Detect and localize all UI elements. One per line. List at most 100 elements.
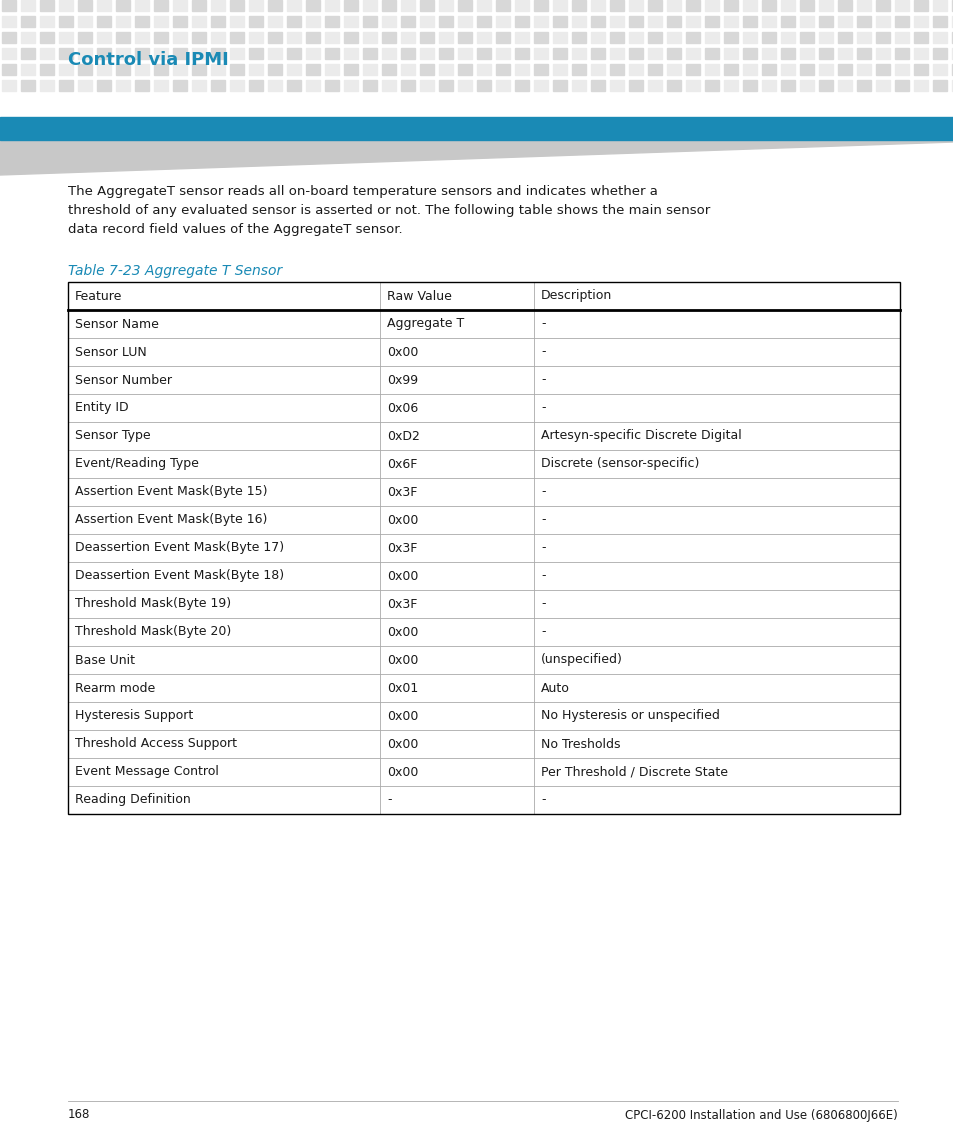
Bar bbox=[2, 48, 16, 60]
Bar bbox=[628, 0, 642, 11]
Text: threshold of any evaluated sensor is asserted or not. The following table shows : threshold of any evaluated sensor is ass… bbox=[68, 204, 709, 218]
Bar bbox=[800, 16, 813, 27]
Bar bbox=[913, 64, 927, 76]
Bar bbox=[761, 16, 775, 27]
Bar bbox=[211, 48, 225, 60]
Bar bbox=[172, 64, 187, 76]
Bar bbox=[704, 80, 719, 90]
Bar bbox=[2, 0, 16, 11]
Bar bbox=[913, 16, 927, 27]
Bar bbox=[742, 80, 757, 90]
Text: Reading Definition: Reading Definition bbox=[75, 793, 191, 806]
Bar bbox=[781, 0, 794, 11]
Bar bbox=[932, 64, 946, 76]
Text: 0x06: 0x06 bbox=[387, 402, 417, 414]
Text: 0x3F: 0x3F bbox=[387, 598, 416, 610]
Bar bbox=[742, 48, 757, 60]
Bar bbox=[476, 16, 491, 27]
Bar bbox=[400, 64, 415, 76]
Bar bbox=[0, 117, 953, 140]
Bar bbox=[496, 32, 510, 44]
Bar bbox=[363, 32, 376, 44]
Bar bbox=[135, 48, 149, 60]
Bar bbox=[723, 48, 738, 60]
Text: Hysteresis Support: Hysteresis Support bbox=[75, 710, 193, 722]
Text: Threshold Mask(Byte 20): Threshold Mask(Byte 20) bbox=[75, 625, 231, 639]
Text: Threshold Access Support: Threshold Access Support bbox=[75, 737, 236, 750]
Bar bbox=[951, 32, 953, 44]
Bar bbox=[153, 16, 168, 27]
Bar bbox=[913, 48, 927, 60]
Bar bbox=[192, 32, 206, 44]
Bar bbox=[875, 64, 889, 76]
Text: 168: 168 bbox=[68, 1108, 91, 1121]
Bar bbox=[40, 32, 54, 44]
Bar bbox=[742, 64, 757, 76]
Bar bbox=[553, 0, 566, 11]
Text: Aggregate T: Aggregate T bbox=[387, 317, 464, 331]
Bar bbox=[457, 64, 472, 76]
Bar bbox=[875, 0, 889, 11]
Bar bbox=[172, 16, 187, 27]
Bar bbox=[97, 0, 111, 11]
Bar bbox=[894, 80, 908, 90]
Bar bbox=[856, 16, 870, 27]
Bar bbox=[666, 32, 680, 44]
Bar bbox=[609, 0, 623, 11]
Text: No Tresholds: No Tresholds bbox=[540, 737, 619, 750]
Bar bbox=[78, 32, 91, 44]
Bar bbox=[306, 32, 319, 44]
Bar bbox=[97, 16, 111, 27]
Text: 0x00: 0x00 bbox=[387, 625, 418, 639]
Bar bbox=[211, 32, 225, 44]
Bar bbox=[666, 80, 680, 90]
Bar bbox=[781, 16, 794, 27]
Bar bbox=[515, 64, 529, 76]
Text: 0x00: 0x00 bbox=[387, 513, 418, 527]
Text: Deassertion Event Mask(Byte 17): Deassertion Event Mask(Byte 17) bbox=[75, 542, 284, 554]
Bar bbox=[135, 80, 149, 90]
Bar bbox=[457, 32, 472, 44]
Bar bbox=[2, 64, 16, 76]
Bar bbox=[230, 80, 244, 90]
Bar bbox=[59, 80, 73, 90]
Bar bbox=[438, 48, 453, 60]
Bar bbox=[344, 0, 357, 11]
Bar bbox=[438, 32, 453, 44]
Bar bbox=[837, 0, 851, 11]
Bar bbox=[268, 64, 282, 76]
Bar bbox=[400, 32, 415, 44]
Bar bbox=[172, 48, 187, 60]
Bar bbox=[192, 64, 206, 76]
Bar bbox=[476, 80, 491, 90]
Bar bbox=[932, 0, 946, 11]
Bar bbox=[761, 80, 775, 90]
Bar bbox=[628, 16, 642, 27]
Bar bbox=[496, 16, 510, 27]
Bar bbox=[875, 48, 889, 60]
Bar bbox=[723, 0, 738, 11]
Bar bbox=[287, 64, 301, 76]
Bar bbox=[457, 0, 472, 11]
Text: Event Message Control: Event Message Control bbox=[75, 766, 218, 779]
Bar bbox=[419, 80, 434, 90]
Bar bbox=[40, 64, 54, 76]
Bar bbox=[628, 48, 642, 60]
Text: Auto: Auto bbox=[540, 681, 569, 695]
Bar bbox=[153, 80, 168, 90]
Bar bbox=[153, 48, 168, 60]
Bar bbox=[192, 80, 206, 90]
Bar bbox=[230, 32, 244, 44]
Text: -: - bbox=[540, 625, 545, 639]
Bar bbox=[68, 282, 899, 814]
Bar bbox=[306, 48, 319, 60]
Bar bbox=[457, 80, 472, 90]
Bar bbox=[932, 16, 946, 27]
Bar bbox=[381, 80, 395, 90]
Bar bbox=[68, 282, 899, 814]
Text: Event/Reading Type: Event/Reading Type bbox=[75, 458, 198, 471]
Text: Deassertion Event Mask(Byte 18): Deassertion Event Mask(Byte 18) bbox=[75, 569, 284, 583]
Text: -: - bbox=[540, 485, 545, 498]
Text: -: - bbox=[540, 402, 545, 414]
Bar bbox=[647, 32, 661, 44]
